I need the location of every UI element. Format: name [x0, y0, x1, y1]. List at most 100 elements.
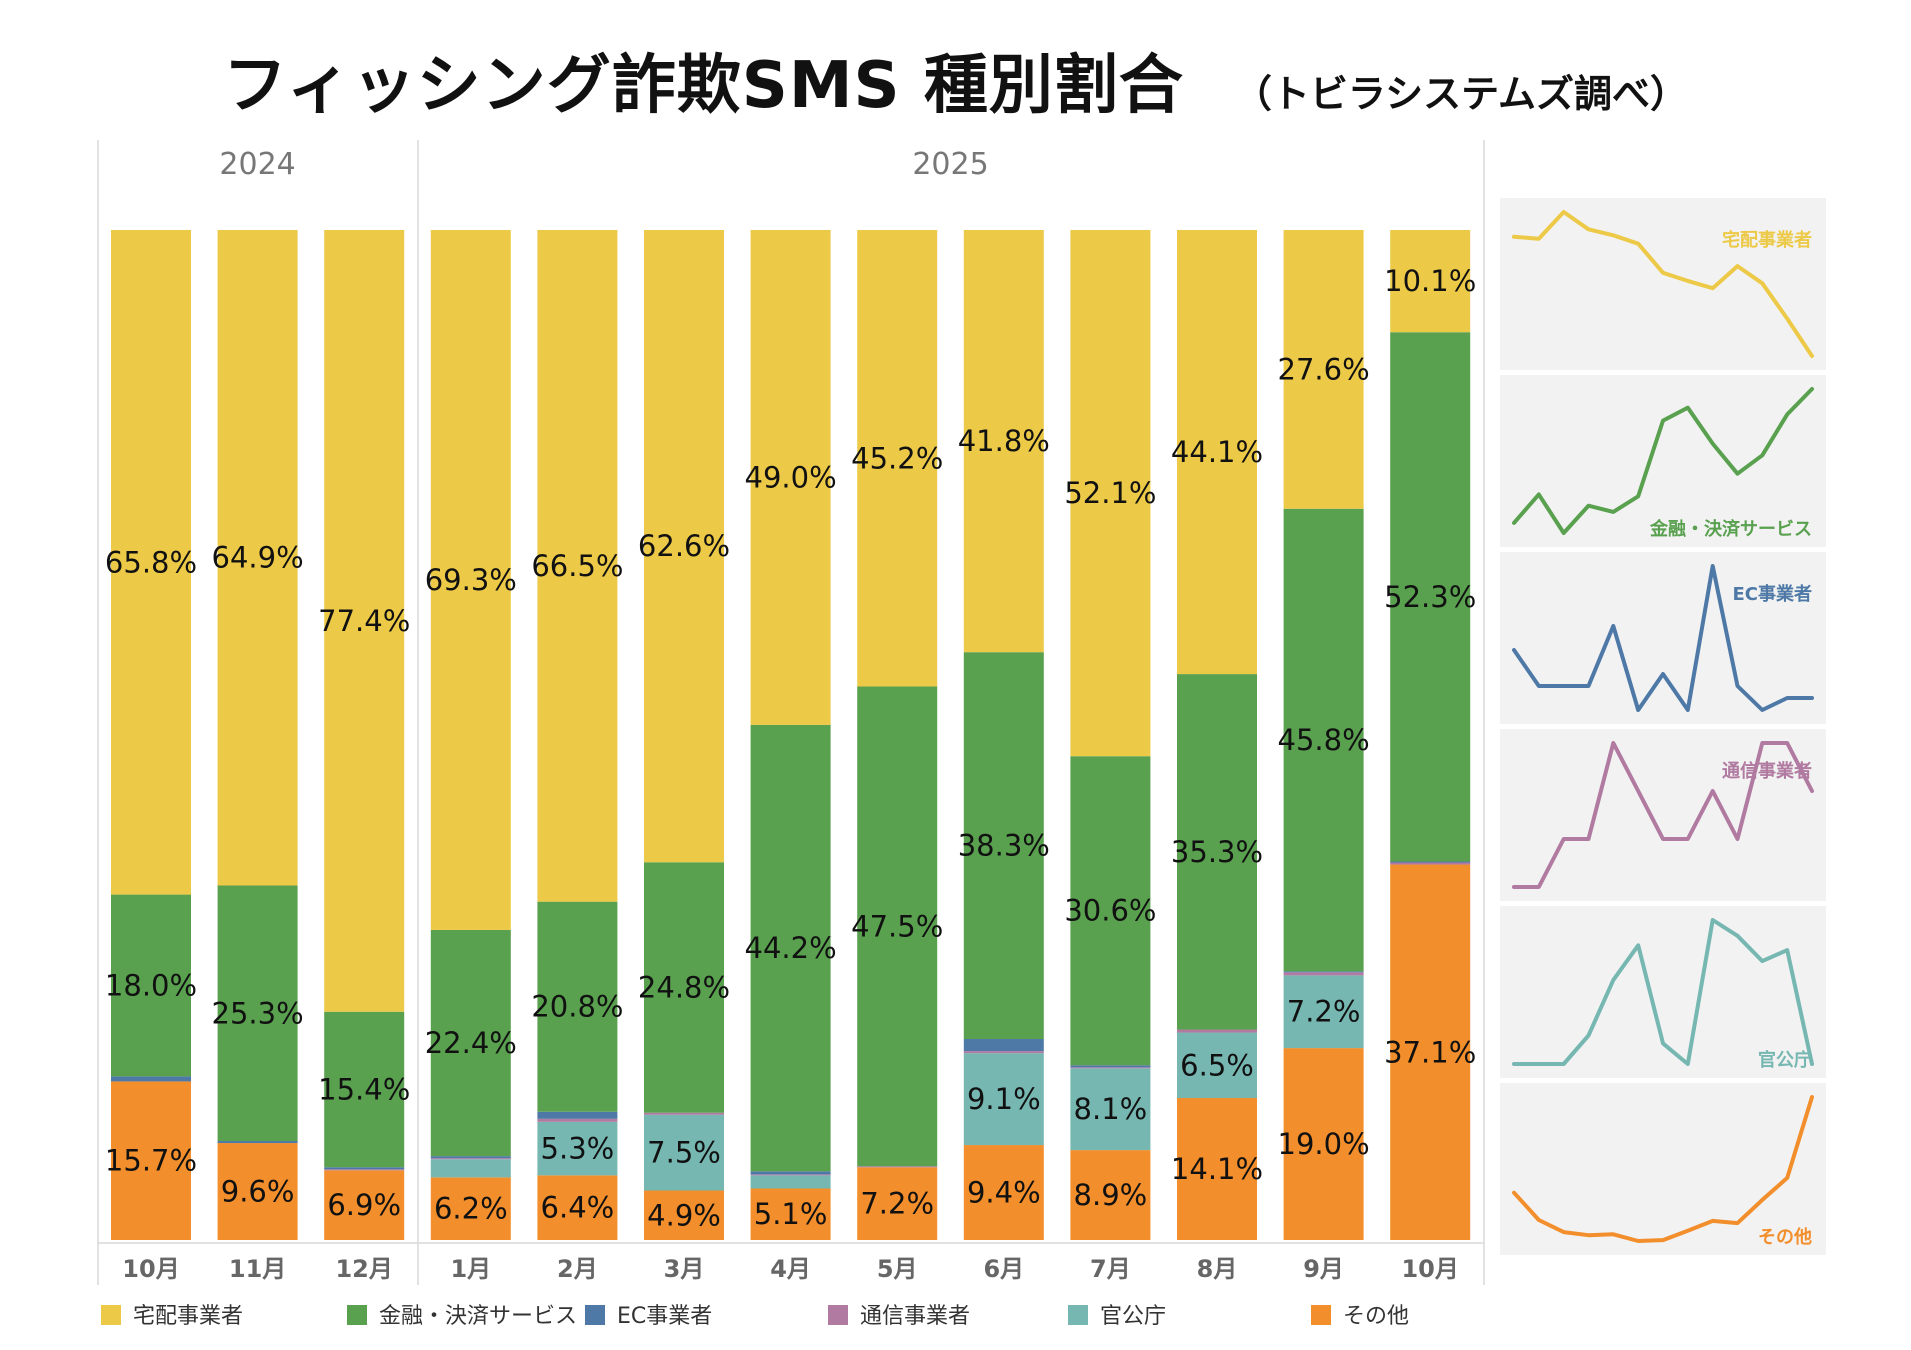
bar-segment-11-5 [1283, 230, 1364, 509]
bar-segment-12-5 [1390, 230, 1471, 333]
month-axis-labels: 10月 11月 12月 1月 2月 3月 4月 5月 6月 7月 8月 9月 10月 [122, 1255, 1459, 1283]
data-label-8-0: 9.4% [967, 1176, 1041, 1210]
data-label-8-1: 9.1% [967, 1082, 1041, 1116]
month-label-6: 4月 [770, 1255, 811, 1283]
month-label-7: 5月 [877, 1255, 918, 1283]
bar-segment-5-1 [644, 1114, 724, 1191]
data-label-5-5: 62.6% [638, 529, 730, 563]
bar-segment-11-0 [1283, 1048, 1364, 1240]
bar-segment-4-2 [537, 1118, 618, 1122]
bar-segment-10-2 [1177, 1029, 1257, 1033]
bar-segment-5-5 [644, 230, 724, 863]
bar-segment-5-4 [644, 862, 724, 1113]
month-label-0: 10月 [122, 1255, 179, 1283]
data-label-3-4: 22.4% [425, 1026, 517, 1060]
month-label-12: 10月 [1401, 1255, 1458, 1283]
data-label-11-4: 45.8% [1278, 723, 1370, 757]
legend-label-5: その他 [1343, 1304, 1409, 1329]
bar-segment-4-5 [537, 230, 618, 902]
data-label-8-5: 41.8% [958, 424, 1050, 458]
bar-segment-4-4 [537, 901, 618, 1112]
data-label-8-4: 38.3% [958, 829, 1050, 863]
bar-segment-3-0 [430, 1177, 511, 1240]
data-label-12-5: 10.1% [1384, 264, 1476, 298]
data-label-9-1: 8.1% [1074, 1092, 1148, 1126]
bar-segment-8-2 [963, 1051, 1044, 1054]
bar-segment-6-3 [750, 1171, 831, 1175]
bar-segment-3-5 [430, 230, 511, 930]
month-label-4: 2月 [557, 1255, 598, 1283]
bar-segment-8-4 [963, 652, 1044, 1040]
data-label-10-1: 6.5% [1180, 1048, 1254, 1082]
bar-segment-12-4 [1390, 332, 1471, 862]
chart-title-main: フィッシング詐欺SMS 種別割合 [223, 49, 1184, 123]
sparkline-2 [1512, 564, 1814, 712]
bar-segment-9-0 [1070, 1150, 1151, 1240]
legend: 宅配事業者 金融・決済サービス EC事業者 通信事業者 官公庁 その他 [101, 1304, 1409, 1329]
data-label-7-4: 47.5% [851, 909, 943, 943]
data-label-3-0: 6.2% [434, 1192, 508, 1226]
data-label-4-5: 66.5% [531, 549, 623, 583]
data-label-0-4: 18.0% [105, 968, 197, 1002]
data-label-11-5: 27.6% [1278, 352, 1370, 386]
bar-segment-0-4 [111, 894, 191, 1077]
data-label-4-1: 5.3% [541, 1132, 615, 1166]
bar-segment-7-2 [857, 1166, 938, 1168]
bar-segment-5-0 [644, 1190, 724, 1240]
sparkline-0 [1512, 210, 1814, 358]
sparkline-label-3: 通信事業者 [1722, 760, 1812, 782]
month-label-5: 3月 [664, 1255, 705, 1283]
data-label-1-0: 9.6% [221, 1175, 295, 1209]
bar-segment-1-5 [217, 230, 298, 886]
bar-segment-2-3 [324, 1167, 405, 1170]
legend-swatch-0 [101, 1305, 121, 1325]
bar-segment-11-2 [1283, 972, 1364, 976]
bar-segment-7-5 [857, 230, 938, 687]
chart-title-sub: （トビラシステムズ調べ） [1233, 72, 1688, 116]
month-label-9: 7月 [1090, 1255, 1131, 1283]
chart-title: フィッシング詐欺SMS 種別割合 （トビラシステムズ調べ） [0, 34, 1911, 126]
bar-segment-2-5 [324, 230, 405, 1012]
bar-segment-12-3 [1390, 861, 1471, 863]
data-label-1-4: 25.3% [212, 996, 304, 1030]
bar-segment-4-1 [537, 1121, 618, 1176]
sparkline-bg-0 [1500, 198, 1826, 370]
bar-segment-6-1 [750, 1175, 831, 1189]
data-label-10-0: 14.1% [1171, 1152, 1263, 1186]
data-label-12-0: 37.1% [1384, 1035, 1476, 1069]
data-label-6-5: 49.0% [745, 460, 837, 494]
bar-segment-12-2 [1390, 862, 1471, 865]
bar-segment-10-0 [1177, 1098, 1257, 1240]
sparkline-5 [1512, 1095, 1814, 1243]
data-label-2-4: 15.4% [318, 1073, 410, 1107]
data-label-4-4: 20.8% [531, 990, 623, 1024]
bar-segment-11-4 [1283, 508, 1364, 972]
bar-segment-2-4 [324, 1011, 405, 1168]
data-label-5-4: 24.8% [638, 971, 730, 1005]
legend-swatch-5 [1311, 1305, 1331, 1325]
year-labels: 2024 2025 [219, 147, 988, 182]
bar-segment-6-4 [750, 724, 831, 1172]
bar-segment-6-2 [750, 1174, 831, 1176]
data-label-0-5: 65.8% [105, 545, 197, 579]
data-label-6-0: 5.1% [754, 1197, 828, 1231]
panel-dividers [97, 140, 1485, 1285]
year-label-2024: 2024 [219, 147, 295, 182]
bar-segment-1-4 [217, 885, 298, 1142]
bar-segment-9-1 [1070, 1068, 1151, 1151]
bar-segment-6-0 [750, 1188, 831, 1240]
bar-segment-0-0 [111, 1081, 191, 1240]
bar-segment-5-2 [644, 1112, 724, 1115]
bar-segment-10-4 [1177, 674, 1257, 1030]
bar-segment-4-0 [537, 1175, 618, 1240]
sparkline-bg-2 [1500, 552, 1826, 724]
bar-segment-9-2 [1070, 1067, 1151, 1069]
legend-swatch-1 [347, 1305, 367, 1325]
legend-label-0: 宅配事業者 [133, 1304, 243, 1329]
bars [111, 230, 1471, 1240]
sparkline-bg-3 [1500, 729, 1826, 901]
bar-segment-4-3 [537, 1111, 618, 1119]
data-label-5-1: 7.5% [647, 1136, 721, 1170]
sparkline-bg-4 [1500, 906, 1826, 1078]
